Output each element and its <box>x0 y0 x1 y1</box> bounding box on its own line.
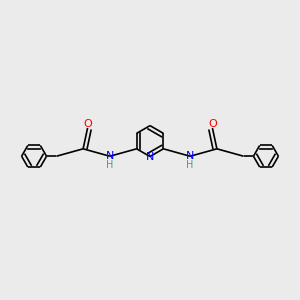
Text: H: H <box>186 160 194 170</box>
Text: H: H <box>106 160 114 170</box>
Text: N: N <box>106 151 114 161</box>
Text: N: N <box>186 151 194 161</box>
Text: N: N <box>146 152 154 161</box>
Text: O: O <box>83 119 92 129</box>
Text: O: O <box>208 119 217 129</box>
